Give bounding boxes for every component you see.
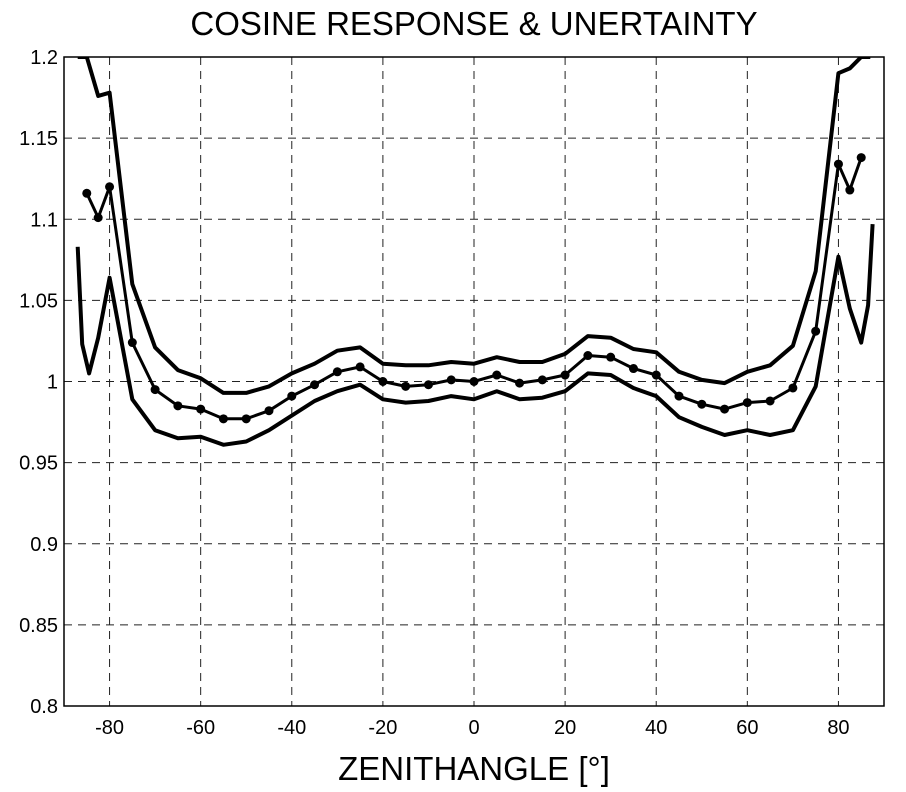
y-tick-label: 1.15 [19,128,58,150]
mean-data-point [697,399,707,409]
mean-data-point [651,370,661,380]
mean-data-point [833,159,843,169]
y-tick-label: 0.8 [30,696,58,718]
mean-data-point [355,362,365,372]
upper-series-line [77,57,871,395]
y-tick-label: 0.85 [19,615,58,637]
y-tick-label: 1 [47,372,58,394]
x-tick-label: -80 [95,717,124,739]
mean-data-point [492,370,502,380]
x-tick-label: 60 [736,717,758,739]
mean-data-point [264,406,274,416]
mean-data-point [811,326,821,336]
mean-data-point [560,370,570,380]
mean-data-point [127,338,137,348]
mean-data-point [173,401,183,411]
series-layer [75,57,875,447]
mean-data-point [93,213,103,223]
x-tick-label: 20 [554,717,576,739]
mean-data-point [196,404,206,414]
mean-data-point [401,381,411,391]
x-tick-label: -40 [277,717,306,739]
x-tick-label: -60 [186,717,215,739]
mean-data-point [423,380,433,390]
mean-data-point [82,188,92,198]
mean-data-point [628,364,638,374]
mean-data-point [446,375,456,385]
y-tick-label: 0.9 [30,534,58,556]
mean-data-point [720,404,730,414]
mean-data-point [287,391,297,401]
mean-data-point [241,414,251,424]
mean-data-point [537,375,547,385]
mean-data-point [583,351,593,361]
tick-labels: -80 -60 -40 -20 0 20 40 60 80 0.8 0.85 0.9 0.95 1 1.05… [19,47,850,739]
mean-data-point [310,380,320,390]
x-tick-label: 0 [468,717,479,739]
mean-data-point [332,367,342,377]
y-tick-label: 0.95 [19,453,58,475]
mean-data-point [606,352,616,362]
y-tick-label: 1.1 [30,209,58,231]
x-tick-label: 80 [827,717,849,739]
mean-data-point [788,383,798,393]
mean-data-point [218,414,228,424]
mean-data-point [105,182,115,192]
mean-data-point [856,153,866,163]
mean-data-point [845,185,855,195]
x-axis-label: ZENITHANGLE [°] [338,750,610,787]
x-tick-label: -20 [368,717,397,739]
mean-data-point [674,391,684,401]
mean-data-point [742,398,752,408]
plot-frame [63,56,885,707]
chart-title: COSINE RESPONSE & UNERTAINTY [190,5,757,42]
mean-data-point [378,377,388,386]
mean-data-point [469,377,479,386]
y-tick-label: 1.05 [19,290,58,312]
y-tick-label: 1.2 [30,47,58,69]
mean-data-point [150,385,160,395]
mean-data-point [515,378,525,388]
mean-data-point [765,396,775,406]
x-tick-label: 40 [645,717,667,739]
lower-series-line [75,223,875,447]
